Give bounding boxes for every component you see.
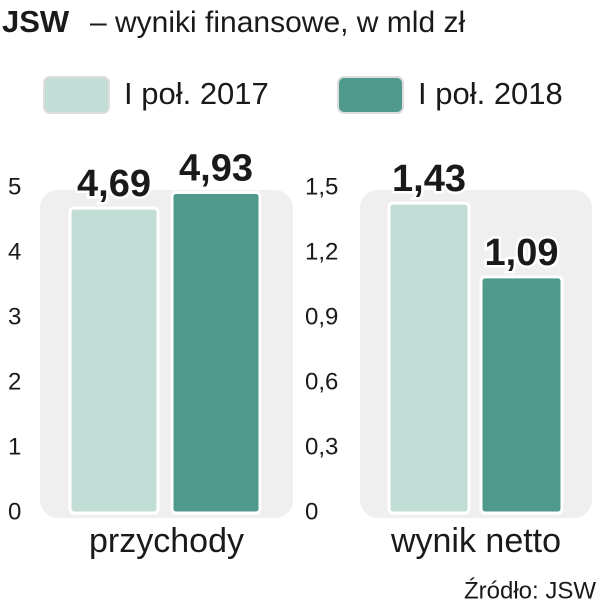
value-label: 1,43: [392, 158, 466, 200]
y-tick-label: 0,3: [305, 433, 338, 460]
legend-label: I poł. 2018: [418, 76, 563, 111]
value-label: 4,93: [179, 148, 253, 190]
y-tick-label: 5: [8, 173, 21, 200]
y-tick-label: 1: [8, 433, 21, 460]
bar: [387, 201, 471, 515]
chart-title: – wyniki finansowe, w mld zł: [90, 6, 465, 39]
y-tick-label: 0,9: [305, 303, 338, 330]
x-tick-label: przychody: [89, 522, 244, 560]
y-tick-label: 0,6: [305, 368, 338, 395]
y-tick-label: 1,5: [305, 173, 338, 200]
bar: [479, 275, 564, 515]
title-brand: JSW: [2, 4, 70, 39]
value-label: 1,09: [485, 232, 559, 274]
y-tick-label: 2: [8, 368, 21, 395]
y-tick-label: 3: [8, 303, 21, 330]
y-tick-label: 0: [305, 498, 318, 525]
legend-swatch: [337, 76, 404, 114]
y-tick-label: 0: [8, 498, 21, 525]
x-tick-label: wynik netto: [390, 522, 561, 560]
y-tick-label: 1,2: [305, 238, 338, 265]
bar: [68, 206, 160, 515]
legend-label: I poł. 2017: [124, 76, 269, 111]
source: Źródło: JSW: [464, 577, 596, 604]
y-tick-label: 4: [8, 238, 21, 265]
bar: [170, 191, 262, 515]
value-label: 4,69: [77, 163, 151, 205]
legend-swatch: [43, 76, 110, 114]
